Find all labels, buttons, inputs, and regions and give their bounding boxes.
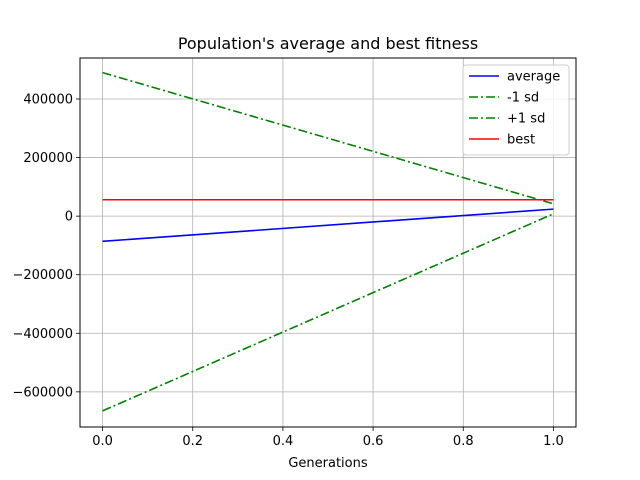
legend-label: +1 sd xyxy=(507,112,545,127)
legend-label: average xyxy=(507,70,560,85)
x-tick-label: 0.6 xyxy=(363,434,384,449)
series-layer xyxy=(102,71,554,412)
ticks: 0.0 0.2 0.4 0.6 0.8 1.0 −600000 −400000 −200000 0… xyxy=(12,93,563,450)
x-tick-label: 0.8 xyxy=(453,434,474,449)
x-tick-label: 1.0 xyxy=(543,434,564,449)
legend-box xyxy=(462,64,570,156)
legend-label: best xyxy=(507,133,535,148)
x-axis-label: Generations xyxy=(288,456,368,471)
legend-label: -1 sd xyxy=(507,91,539,106)
series-line-1-sd xyxy=(102,71,554,205)
y-tick-label: −400000 xyxy=(12,327,73,342)
y-tick-label: 200000 xyxy=(23,151,73,166)
y-tick-label: 400000 xyxy=(23,93,73,108)
y-tick-label: −200000 xyxy=(12,268,73,283)
chart-title: Population's average and best fitness xyxy=(178,34,478,53)
y-tick-label: −600000 xyxy=(12,385,73,400)
x-tick-label: 0.4 xyxy=(273,434,294,449)
series-line-1-sd xyxy=(102,213,554,412)
plot-frame xyxy=(79,57,577,428)
y-tick-label: 0 xyxy=(65,210,73,225)
series-line-average xyxy=(102,208,554,243)
x-tick-label: 0.0 xyxy=(92,434,113,449)
grid xyxy=(80,58,576,427)
legend: average -1 sd +1 sd best xyxy=(462,64,570,156)
x-tick-label: 0.2 xyxy=(182,434,203,449)
